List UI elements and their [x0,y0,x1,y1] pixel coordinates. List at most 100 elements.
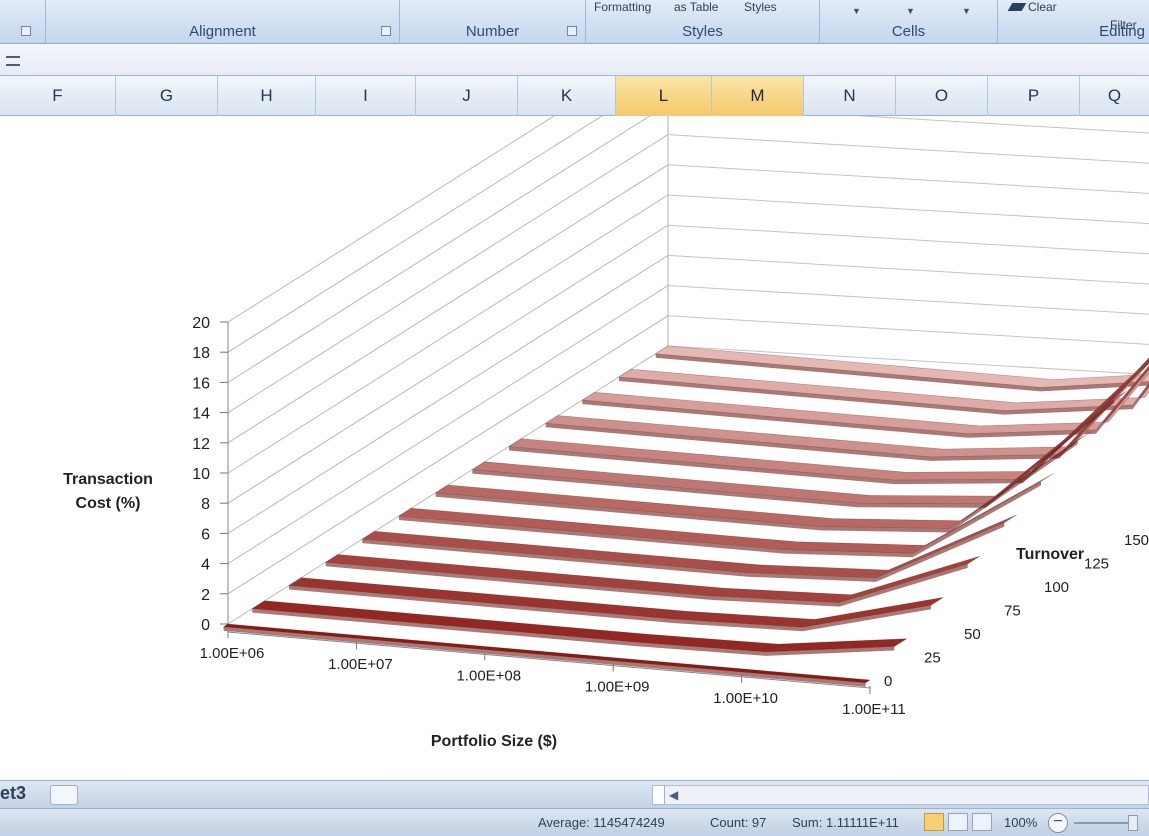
normal-view-icon[interactable] [924,813,944,831]
x-tick-label: 1.00E+07 [328,656,393,673]
z-tick-label: 25 [924,650,941,667]
insert-dropdown-icon[interactable]: ▼ [852,6,861,16]
gridline [667,285,1149,315]
ribbon-edge [252,608,895,656]
gridline [227,164,669,444]
scrollbar-thumb[interactable] [653,786,665,804]
gridline [667,254,1149,285]
alignment-launcher-icon[interactable] [381,26,391,36]
y-tick-label: 2 [201,587,210,604]
x-axis-line [227,631,871,689]
ribbon-edge [655,353,1149,392]
z-axis-title: Turnover [1016,546,1084,563]
gridline [227,285,669,565]
zoom-slider-thumb[interactable] [1128,815,1138,831]
format-dropdown-icon[interactable]: ▼ [962,6,971,16]
z-tick-label: 150 [1124,532,1149,549]
ribbon-group-number: Number [400,0,586,44]
column-header-Q[interactable]: Q [1107,86,1122,105]
ribbon: Alignment Number Formatting as Table Sty… [0,0,1149,44]
x-tick-label: 1.00E+11 [842,701,906,718]
gridline [667,315,1149,345]
name-box-grip-icon[interactable] [6,56,20,66]
column-header-P[interactable]: P [988,76,1080,116]
x-tick-label: 1.00E+09 [585,679,650,696]
column-header-J[interactable]: J [416,76,518,116]
ribbon-turnover-300 [654,345,1149,388]
z-tick-label: 75 [1004,603,1021,620]
column-header-O[interactable]: O [896,76,988,116]
y-axis-title: Transaction [63,471,153,488]
gridline [227,116,603,353]
column-header-F[interactable]: F [0,76,116,116]
zoom-out-icon[interactable]: − [1048,813,1068,833]
gridline [667,164,1149,194]
dialog-launcher-icon[interactable] [21,26,31,36]
status-count: Count: 97 [710,815,767,830]
number-launcher-icon[interactable] [567,26,577,36]
ribbon-edge [223,626,866,687]
y-axis-title-line2: Cost (%) [76,495,141,512]
column-header-I[interactable]: I [316,76,416,116]
z-tick-label: 125 [1084,556,1109,573]
gridline [227,224,669,504]
column-header-K[interactable]: K [518,76,616,116]
column-header-G[interactable]: G [116,76,218,116]
y-tick-label: 10 [192,466,210,483]
y-tick-label: 8 [201,496,210,513]
gridline [227,116,651,383]
conditional-formatting-button[interactable]: Formatting [594,0,652,14]
chart-canvas: 0 2 4 6 8 10 12 14 16 18 20 1.00E+06 1.00E+07 1.00E+0… [63,116,1149,750]
sheet-tab-bar: et3 ◀ [0,780,1149,808]
status-average: Average: 1145474249 [538,815,665,830]
insert-sheet-icon[interactable] [50,785,78,805]
ribbon-group-alignment: Alignment [46,0,400,44]
clear-button[interactable]: Clear [1007,0,1057,14]
ribbon-edge [582,365,1149,438]
delete-dropdown-icon[interactable]: ▼ [906,6,915,16]
formula-bar[interactable] [0,44,1149,76]
z-tick-label: 0 [884,673,892,690]
column-header-H[interactable]: H [218,76,316,116]
ribbon-edge [435,440,1078,533]
x-tick-label: 1.00E+10 [713,690,778,707]
gridline [667,134,1149,164]
y-tick-label: 14 [192,406,210,423]
ribbon-group-clipboard [0,0,46,44]
gridline [854,116,1149,134]
group-label: Number [465,23,520,40]
sort-filter-button[interactable]: Filter [1110,18,1137,32]
x-tick-label: 1.00E+08 [456,667,521,684]
page-layout-view-icon[interactable] [948,813,968,831]
y-tick-label: 6 [201,526,210,543]
format-as-table-button[interactable]: as Table [674,0,719,14]
y-tick-label: 0 [201,617,210,634]
z-tick-label: 100 [1044,579,1069,596]
group-label: Cells [891,23,926,40]
x-tick-label: 1.00E+06 [200,645,265,662]
y-tick-label: 4 [201,557,210,574]
gridline [667,194,1149,225]
scroll-left-icon[interactable]: ◀ [669,788,679,802]
cell-styles-button[interactable]: Styles [744,0,777,14]
column-header-L[interactable]: L [616,76,712,116]
column-header-N[interactable]: N [804,76,896,116]
sheet-tab[interactable]: et3 [0,783,27,803]
group-label: Alignment [189,23,256,40]
gridline [227,116,555,323]
gridline [227,134,669,414]
zoom-slider[interactable] [1074,822,1134,824]
z-tick-label: 50 [964,626,981,643]
ribbon-edge [362,522,1005,582]
status-sum: Sum: 1.11111E+11 [792,815,899,830]
ribbon-group-editing: Clear Filter Editing [998,0,1149,44]
column-header-M[interactable]: M [712,76,804,116]
ribbon-group-cells: ▼ ▼ ▼ Cells [820,0,998,44]
y-tick-label: 16 [192,375,210,392]
horizontal-scrollbar[interactable]: ◀ [652,785,1149,805]
zoom-level[interactable]: 100% [1004,815,1038,830]
page-break-view-icon[interactable] [972,813,992,831]
surface-chart[interactable]: 0 2 4 6 8 10 12 14 16 18 20 1.00E+06 1.00E+07 1.00E+0… [0,116,1149,780]
gridline [227,315,669,595]
y-tick-label: 20 [192,315,210,332]
